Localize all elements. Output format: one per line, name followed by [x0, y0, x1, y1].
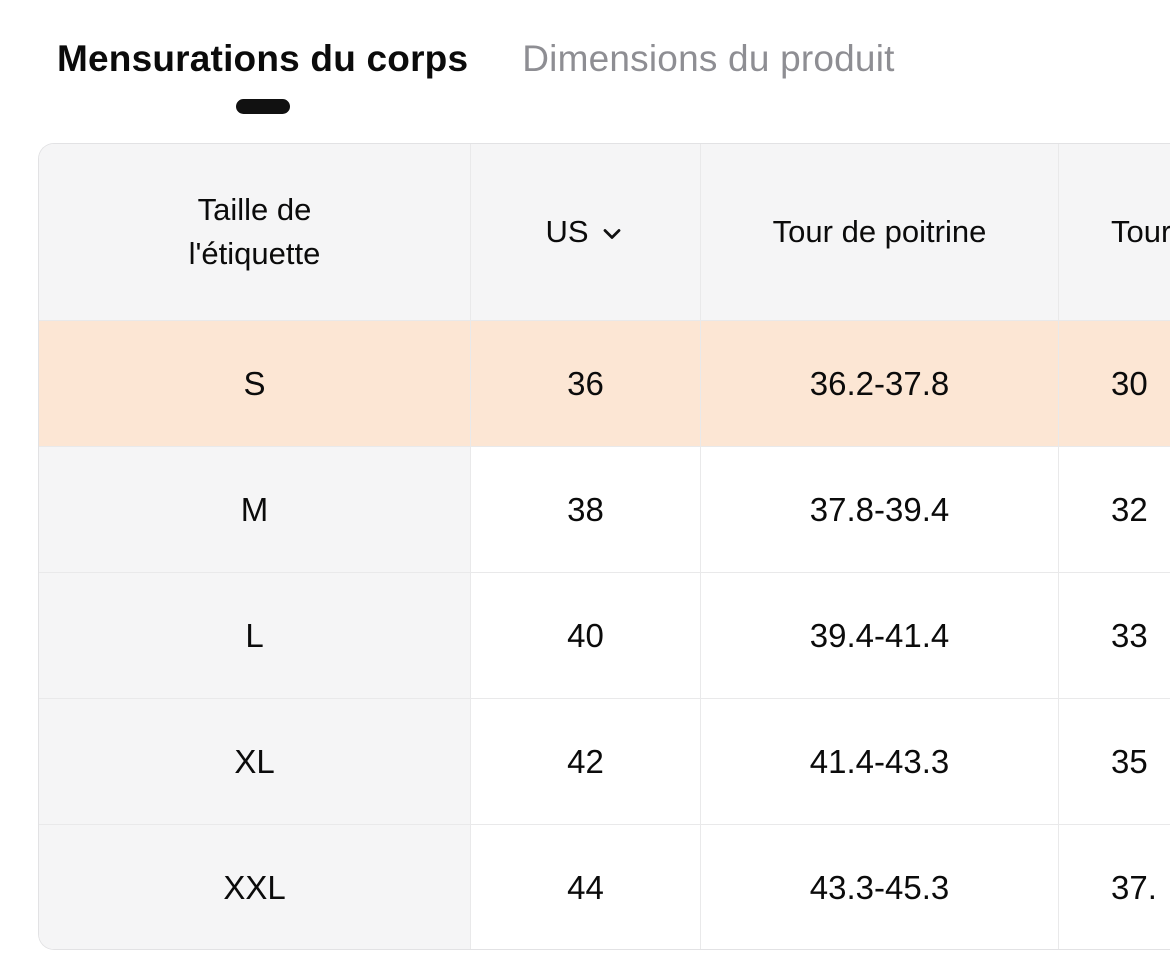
- table-row-xxl[interactable]: XXL 44 43.3-45.3 37.: [39, 825, 1170, 949]
- cell-us: 36: [471, 321, 701, 447]
- cell-col4: 37.: [1059, 825, 1170, 949]
- cell-size[interactable]: XL: [39, 699, 471, 825]
- header-bust-text: Tour de poitrine: [772, 214, 987, 249]
- cell-us: 38: [471, 447, 701, 573]
- size-chart-table: Taille de l'étiquette US Tour de poitrin…: [38, 143, 1170, 950]
- tab-product-dimensions[interactable]: Dimensions du produit: [522, 36, 894, 82]
- table-header-row: Taille de l'étiquette US Tour de poitrin…: [39, 144, 1170, 321]
- tab-body-measurements[interactable]: Mensurations du corps: [57, 36, 468, 114]
- chevron-down-icon: [603, 229, 620, 239]
- cell-size[interactable]: L: [39, 573, 471, 699]
- tab-product-dimensions-label: Dimensions du produit: [522, 38, 895, 79]
- table-row-xl[interactable]: XL 42 41.4-43.3 35: [39, 699, 1170, 825]
- cell-bust: 36.2-37.8: [701, 321, 1059, 447]
- cell-size[interactable]: M: [39, 447, 471, 573]
- size-guide-tabs: Mensurations du corps Dimensions du prod…: [0, 0, 1170, 114]
- cell-us: 42: [471, 699, 701, 825]
- cell-size[interactable]: S: [39, 321, 471, 447]
- table-row-m[interactable]: M 38 37.8-39.4 32: [39, 447, 1170, 573]
- cell-bust: 43.3-45.3: [701, 825, 1059, 949]
- table-row-l[interactable]: L 40 39.4-41.4 33: [39, 573, 1170, 699]
- table-body: S 36 36.2-37.8 30 M 38 37.8-39.4 32 L 40…: [39, 321, 1170, 949]
- header-bust: Tour de poitrine: [701, 144, 1059, 321]
- header-label-size-text: Taille de l'étiquette: [188, 192, 321, 271]
- header-unit-text: US: [545, 214, 589, 249]
- cell-col4: 32: [1059, 447, 1170, 573]
- cell-bust: 39.4-41.4: [701, 573, 1059, 699]
- cell-us: 40: [471, 573, 701, 699]
- cell-col4: 35: [1059, 699, 1170, 825]
- cell-col4: 30: [1059, 321, 1170, 447]
- header-label-size: Taille de l'étiquette: [39, 144, 471, 321]
- cell-bust: 41.4-43.3: [701, 699, 1059, 825]
- header-col4-truncated: Tour: [1059, 144, 1170, 321]
- header-col4-text: Tour: [1111, 214, 1170, 249]
- cell-us: 44: [471, 825, 701, 949]
- cell-col4: 33: [1059, 573, 1170, 699]
- header-unit-dropdown[interactable]: US: [471, 144, 701, 321]
- active-tab-indicator: [235, 99, 290, 114]
- cell-bust: 37.8-39.4: [701, 447, 1059, 573]
- cell-size[interactable]: XXL: [39, 825, 471, 949]
- table-row-s[interactable]: S 36 36.2-37.8 30: [39, 321, 1170, 447]
- tab-body-measurements-label: Mensurations du corps: [57, 38, 469, 79]
